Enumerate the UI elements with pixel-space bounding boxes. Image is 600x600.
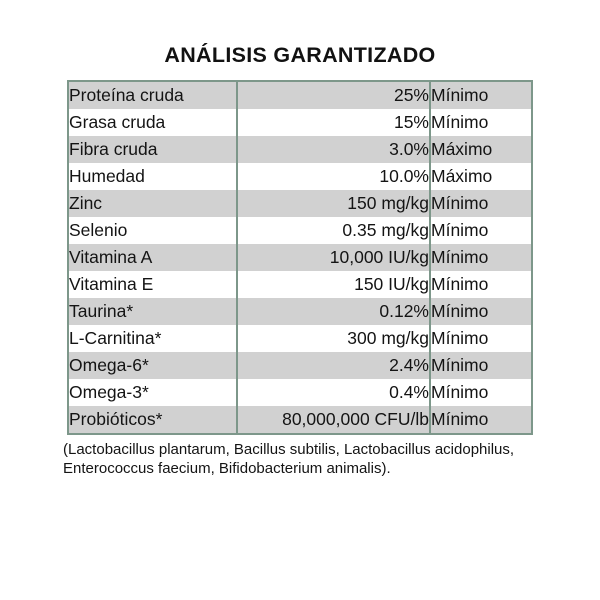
- nutrient-name-cell: Taurina*: [69, 298, 238, 325]
- nutrient-value-cell: 150 IU/kg: [237, 271, 431, 298]
- nutrient-qualifier-cell: Máximo: [430, 136, 531, 163]
- nutrient-qualifier-cell: Mínimo: [430, 190, 531, 217]
- table-row: Selenio 0.35 mg/kg Mínimo: [69, 217, 531, 244]
- nutrient-qualifier-cell: Mínimo: [430, 82, 531, 109]
- nutrient-name-cell: Vitamina E: [69, 271, 238, 298]
- nutrient-name-cell: Omega-6*: [69, 352, 238, 379]
- table-row: Vitamina E 150 IU/kg Mínimo: [69, 271, 531, 298]
- nutrient-qualifier-cell: Mínimo: [430, 325, 531, 352]
- table-row: Grasa cruda 15% Mínimo: [69, 109, 531, 136]
- nutrient-value-cell: 80,000,000 CFU/lb: [237, 406, 431, 433]
- page-title: ANÁLISIS GARANTIZADO: [164, 43, 436, 67]
- probiotics-footnote: (Lactobacillus plantarum, Bacillus subti…: [63, 441, 515, 477]
- nutrient-qualifier-cell: Mínimo: [430, 217, 531, 244]
- nutrient-name-cell: L-Carnitina*: [69, 325, 238, 352]
- table-row: Taurina* 0.12% Mínimo: [69, 298, 531, 325]
- nutrient-value-cell: 10,000 IU/kg: [237, 244, 431, 271]
- nutrient-name-cell: Selenio: [69, 217, 238, 244]
- table-row: Fibra cruda 3.0% Máximo: [69, 136, 531, 163]
- nutrient-name-cell: Omega-3*: [69, 379, 238, 406]
- table-row: Vitamina A 10,000 IU/kg Mínimo: [69, 244, 531, 271]
- table-row: Omega-6* 2.4% Mínimo: [69, 352, 531, 379]
- table-row: Proteína cruda 25% Mínimo: [69, 82, 531, 109]
- nutrient-value-cell: 0.12%: [237, 298, 431, 325]
- nutrient-name-cell: Grasa cruda: [69, 109, 238, 136]
- table-row: Omega-3* 0.4% Mínimo: [69, 379, 531, 406]
- nutrient-value-cell: 150 mg/kg: [237, 190, 431, 217]
- analysis-table-container: Proteína cruda 25% Mínimo Grasa cruda 15% Mín…: [67, 80, 533, 435]
- nutrient-value-cell: 25%: [237, 82, 431, 109]
- nutrient-qualifier-cell: Mínimo: [430, 271, 531, 298]
- nutrient-qualifier-cell: Mínimo: [430, 379, 531, 406]
- nutrient-name-cell: Humedad: [69, 163, 238, 190]
- nutrient-value-cell: 3.0%: [237, 136, 431, 163]
- nutrient-value-cell: 300 mg/kg: [237, 325, 431, 352]
- nutrient-name-cell: Zinc: [69, 190, 238, 217]
- nutrient-qualifier-cell: Mínimo: [430, 352, 531, 379]
- guaranteed-analysis-table: Proteína cruda 25% Mínimo Grasa cruda 15% Mín…: [69, 82, 531, 433]
- nutrient-value-cell: 0.35 mg/kg: [237, 217, 431, 244]
- nutrient-qualifier-cell: Mínimo: [430, 109, 531, 136]
- nutrient-name-cell: Proteína cruda: [69, 82, 238, 109]
- table-row: Probióticos* 80,000,000 CFU/lb Mínimo: [69, 406, 531, 433]
- nutrient-qualifier-cell: Mínimo: [430, 406, 531, 433]
- table-row: Zinc 150 mg/kg Mínimo: [69, 190, 531, 217]
- nutrient-value-cell: 15%: [237, 109, 431, 136]
- nutrient-qualifier-cell: Mínimo: [430, 244, 531, 271]
- nutrient-qualifier-cell: Mínimo: [430, 298, 531, 325]
- nutrient-value-cell: 0.4%: [237, 379, 431, 406]
- analysis-table-body: Proteína cruda 25% Mínimo Grasa cruda 15% Mín…: [69, 82, 531, 433]
- nutrient-name-cell: Fibra cruda: [69, 136, 238, 163]
- nutrient-value-cell: 2.4%: [237, 352, 431, 379]
- nutrient-qualifier-cell: Máximo: [430, 163, 531, 190]
- table-row: L-Carnitina* 300 mg/kg Mínimo: [69, 325, 531, 352]
- nutrient-name-cell: Vitamina A: [69, 244, 238, 271]
- nutrient-name-cell: Probióticos*: [69, 406, 238, 433]
- nutrient-value-cell: 10.0%: [237, 163, 431, 190]
- table-row: Humedad 10.0% Máximo: [69, 163, 531, 190]
